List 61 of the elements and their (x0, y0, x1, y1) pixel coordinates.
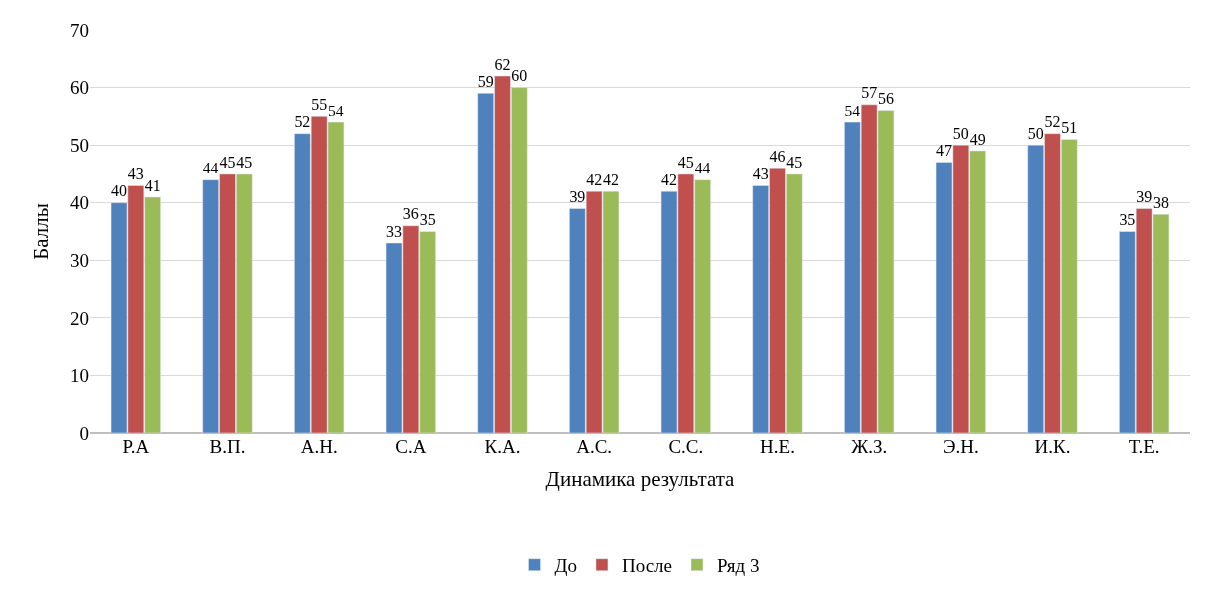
x-tick-label: Ж.З. (851, 436, 888, 457)
data-label: 42 (602, 170, 619, 188)
y-tick-label: 30 (70, 249, 89, 271)
x-tick-label: А.С. (576, 436, 613, 457)
data-label: 43 (127, 165, 144, 183)
data-label: 45 (786, 153, 803, 171)
data-label: 54 (327, 101, 344, 119)
data-label: 47 (936, 142, 953, 160)
data-label: 51 (1061, 119, 1078, 137)
data-label: 45 (236, 153, 253, 171)
data-label: 54 (844, 101, 861, 119)
data-label: 52 (1044, 113, 1061, 131)
data-label: 33 (386, 222, 403, 240)
x-tick-label: Э.Н. (942, 436, 979, 457)
data-label: 62 (494, 55, 511, 73)
y-tick-label: 70 (70, 19, 89, 41)
data-label: 45 (219, 153, 236, 171)
data-label: 50 (952, 124, 969, 142)
legend-label: До (554, 555, 577, 577)
x-tick-label: С.А (395, 436, 427, 457)
data-label: 35 (419, 211, 436, 229)
x-tick-label: Т.Е. (1128, 436, 1160, 457)
data-label: 44 (202, 159, 219, 177)
x-tick-label: Н.Е. (760, 436, 795, 457)
y-axis-title: Баллы (29, 203, 54, 260)
data-label: 41 (144, 176, 161, 194)
y-tick-label: 20 (70, 307, 89, 329)
legend-label: После (621, 555, 673, 577)
x-tick-label: С.С. (668, 436, 704, 457)
data-label: 49 (969, 130, 986, 148)
x-tick-label: В.П. (209, 436, 246, 457)
data-label: 50 (1027, 124, 1044, 142)
y-tick-label: 0 (79, 422, 89, 444)
data-label: 56 (877, 90, 894, 108)
data-label: 40 (111, 182, 128, 200)
data-label: 52 (294, 113, 311, 131)
x-axis-title: Динамика результата (545, 467, 736, 492)
data-label: 60 (511, 67, 528, 85)
data-label: 43 (752, 165, 769, 183)
y-tick-label: 60 (70, 77, 89, 99)
data-label: 36 (402, 205, 419, 223)
y-tick-label: 50 (70, 134, 89, 156)
data-label: 42 (586, 170, 603, 188)
data-label: 45 (677, 153, 694, 171)
x-tick-label: Р.А (122, 436, 150, 457)
data-label: 35 (1119, 211, 1136, 229)
x-tick-label: К.А. (484, 436, 521, 457)
data-label: 57 (861, 84, 878, 102)
data-label: 46 (769, 147, 786, 165)
data-label: 39 (569, 188, 586, 206)
data-label: 38 (1152, 193, 1169, 211)
data-label: 55 (311, 96, 328, 113)
y-tick-label: 10 (70, 365, 89, 387)
y-tick-label: 40 (70, 192, 89, 214)
data-label: 39 (1136, 188, 1153, 206)
data-label: 42 (661, 170, 678, 188)
legend-label: Ряд 3 (717, 555, 760, 577)
x-tick-label: А.Н. (300, 436, 338, 457)
x-tick-label: И.К. (1034, 436, 1071, 457)
data-label: 59 (477, 72, 494, 90)
data-label: 44 (694, 159, 711, 177)
